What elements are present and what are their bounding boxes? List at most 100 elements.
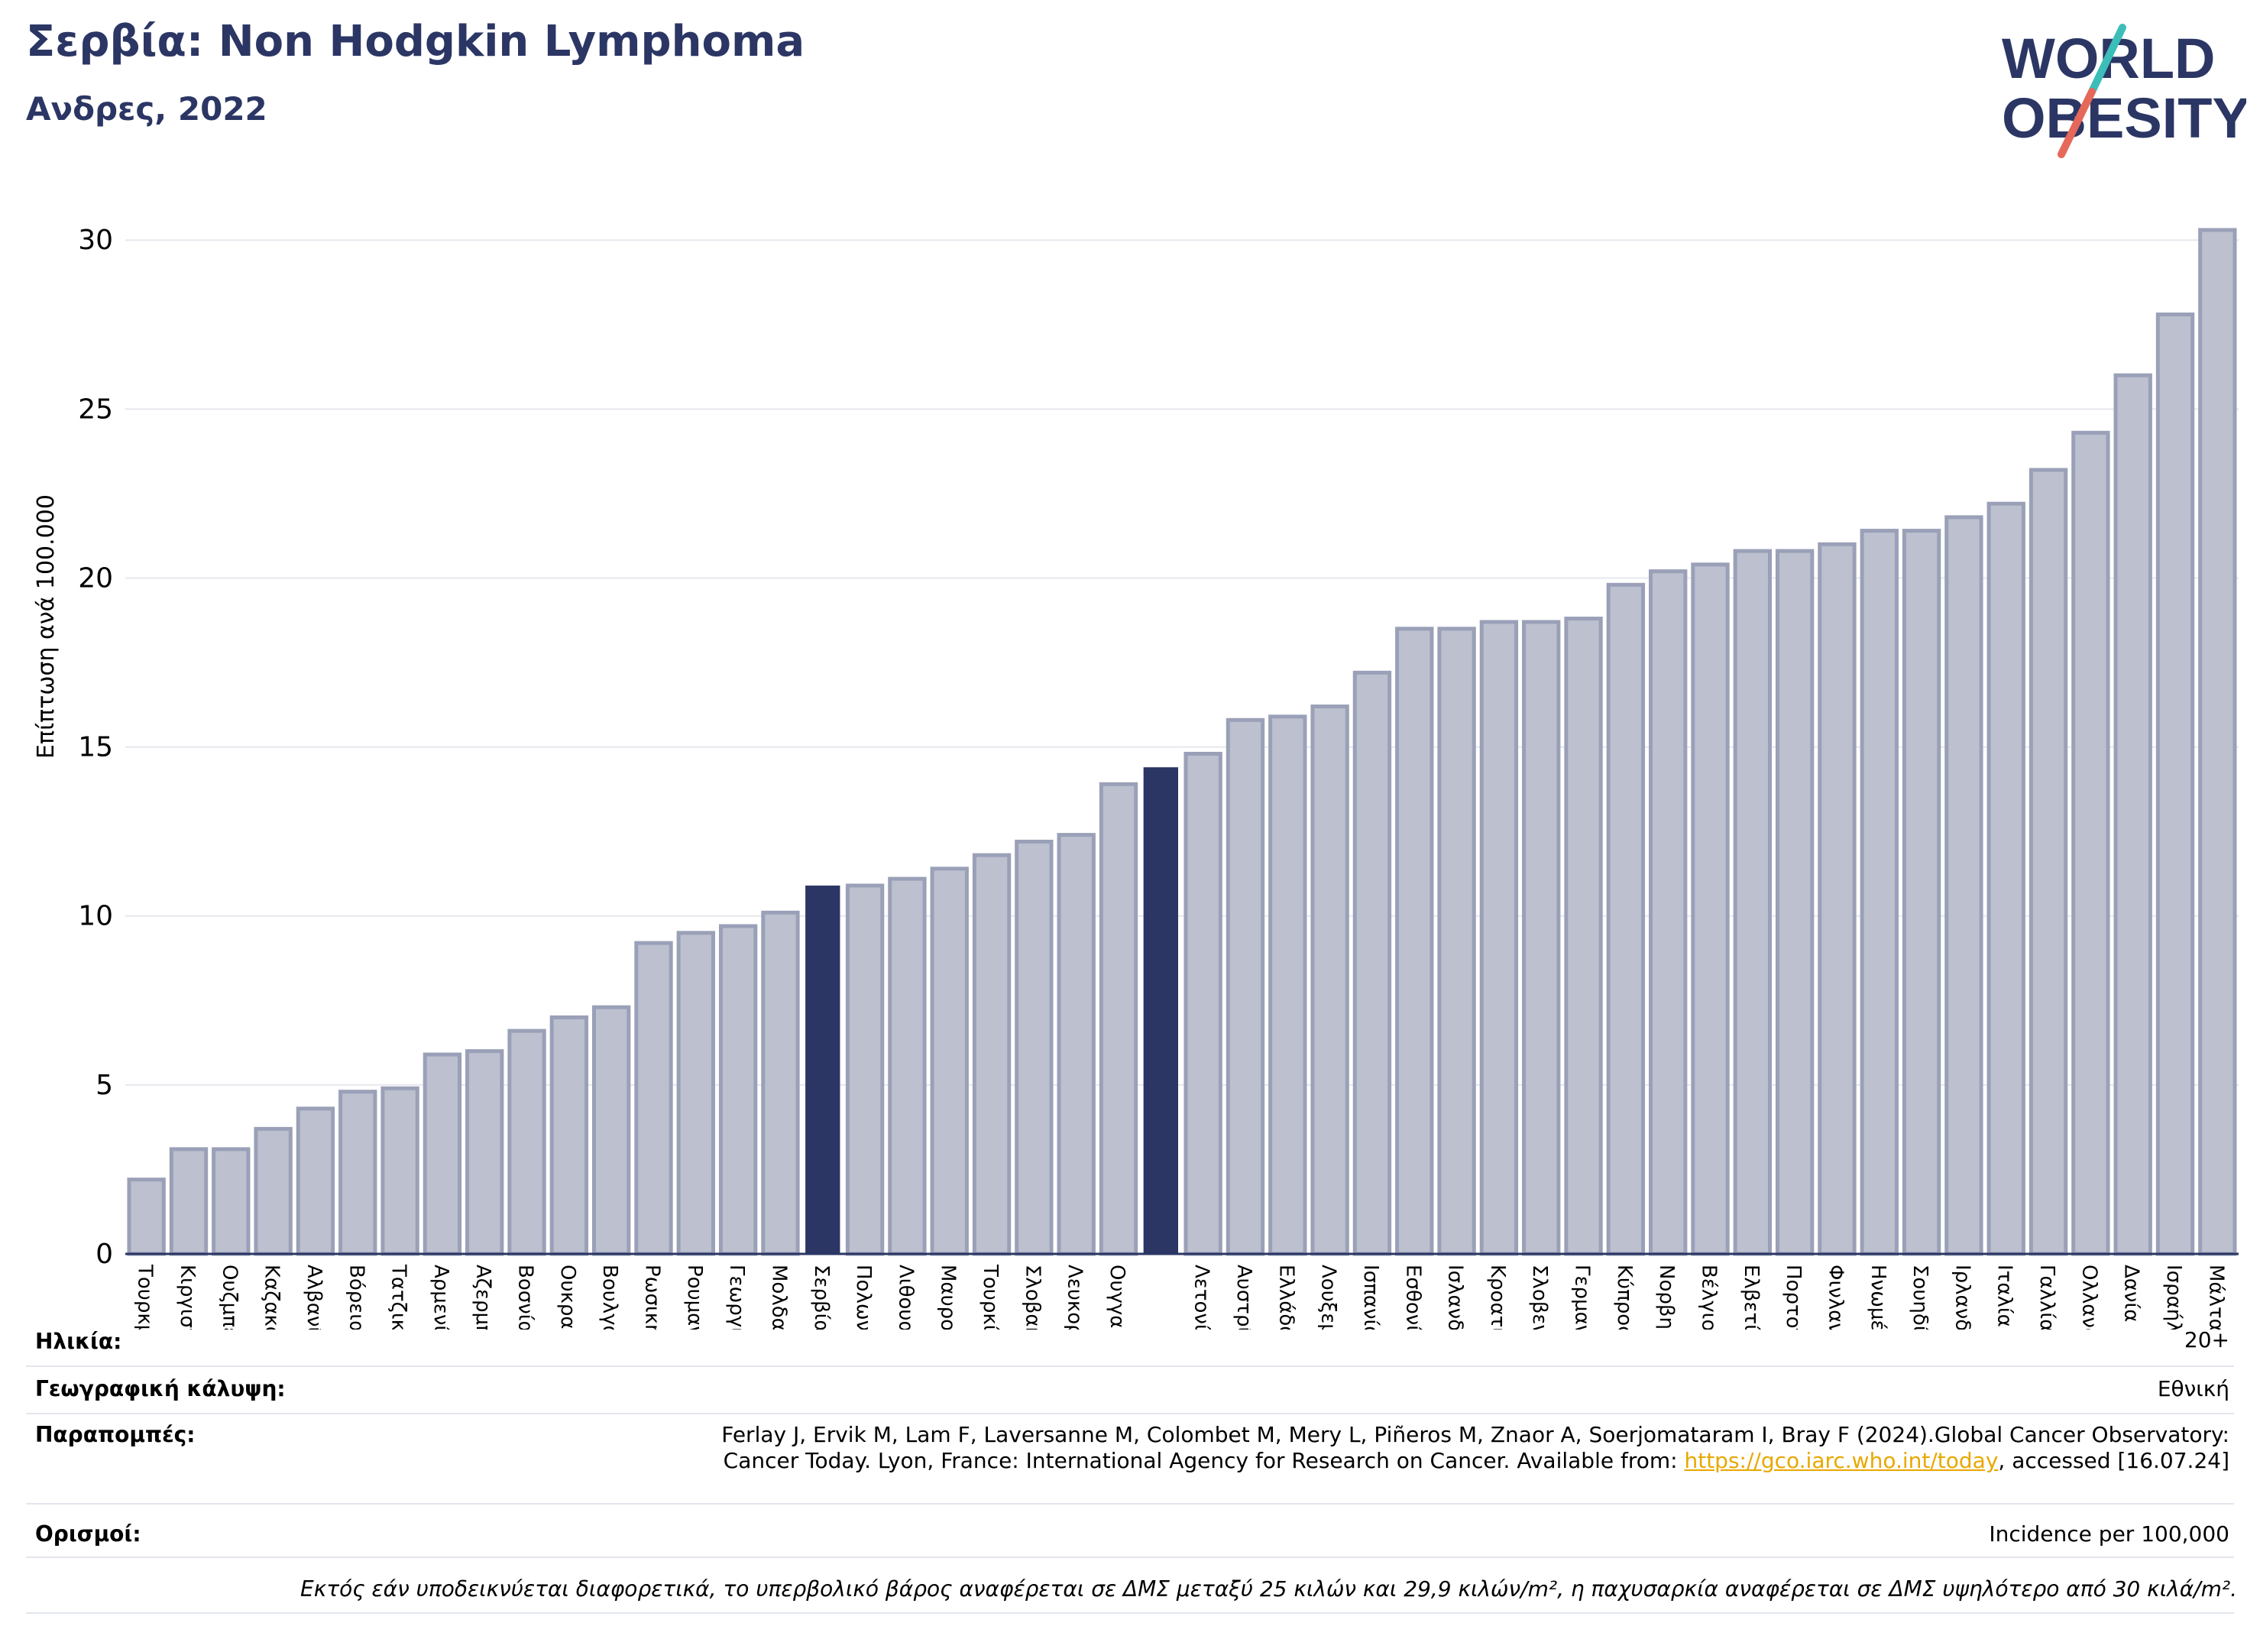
x-tick-label: Φινλανδία xyxy=(1824,1265,1847,1330)
bars xyxy=(127,228,2237,1256)
bar xyxy=(169,1147,209,1256)
x-tick-label: Σλοβενία xyxy=(1528,1265,1551,1330)
bar xyxy=(1902,529,1941,1256)
x-tick-label: Γερμανία xyxy=(1571,1265,1594,1330)
bar xyxy=(2028,468,2068,1256)
y-tick-labels: 0 5 10 15 20 25 30 xyxy=(78,225,113,1270)
logo-slash-teal xyxy=(2088,24,2126,96)
bar xyxy=(718,924,758,1256)
bar xyxy=(1143,767,1179,1254)
x-tick-label: Ελβετία xyxy=(1740,1265,1763,1330)
accessed-date: , accessed [16.07.24] xyxy=(1998,1448,2229,1473)
bar xyxy=(380,1086,419,1256)
bar xyxy=(1226,717,1265,1256)
x-tick-label: Νορβηγία xyxy=(1655,1265,1678,1330)
x-tick-label: Ουγγαρία xyxy=(1106,1265,1128,1330)
x-tick-label: Σερβία xyxy=(810,1265,833,1330)
bar xyxy=(972,853,1012,1256)
gco-link[interactable]: https://gco.iarc.who.int/today xyxy=(1684,1448,1999,1473)
x-tick-label: Μάλτα xyxy=(2204,1265,2227,1330)
bar xyxy=(930,866,969,1256)
coverage-value: Εθνική xyxy=(2157,1376,2229,1401)
bar xyxy=(1691,562,1730,1256)
bar xyxy=(1944,515,1983,1256)
bar xyxy=(1015,839,1054,1256)
bar xyxy=(1437,627,1476,1256)
bar xyxy=(338,1090,377,1256)
bar xyxy=(507,1028,546,1256)
references-line-1: Ferlay J, Ervik M, Lam F, Laversanne M, … xyxy=(721,1422,2229,1447)
bar xyxy=(2155,313,2195,1256)
chart-title: Σερβία: Non Hodgkin Lymphoma xyxy=(26,17,805,66)
definitions-value: Incidence per 100,000 xyxy=(1989,1521,2229,1547)
footnote: Εκτός εάν υποδεικνύεται διαφορετικά, το … xyxy=(300,1576,2237,1602)
x-tick-label: Γεωργία xyxy=(725,1265,748,1330)
bar xyxy=(1183,751,1222,1256)
bar xyxy=(212,1147,251,1256)
bar-chart: 0 5 10 15 20 25 30 Τουρκμενιστάν Κιργιστάν Ουζμπ… xyxy=(33,225,2239,1330)
x-tick-label: Ουκρανία xyxy=(556,1265,579,1330)
x-tick-label: Ηνωμένο Βασίλειο xyxy=(1867,1265,1889,1330)
bar xyxy=(1099,782,1138,1256)
x-tick-label: Μαυροβούνιο xyxy=(937,1265,960,1330)
bar xyxy=(423,1052,462,1256)
meta-row-references: Παραπομπές: Ferlay J, Ervik M, Lam F, La… xyxy=(26,1413,2234,1505)
bar xyxy=(634,941,673,1256)
x-tick-labels: Τουρκμενιστάν Κιργιστάν Ουζμπεκιστάν Καζακσ… xyxy=(134,1264,2228,1330)
bar xyxy=(2071,430,2110,1256)
x-tick-label: Σλοβακία xyxy=(1021,1265,1044,1330)
world-obesity-logo: WORLD OBESITY xyxy=(2002,24,2246,158)
age-label: Ηλικία: xyxy=(35,1329,122,1354)
y-tick-label: 30 xyxy=(78,225,113,256)
chart-subtitle: Ανδρες, 2022 xyxy=(26,90,267,128)
bar xyxy=(845,883,885,1256)
x-tick-label: Μολδαβία xyxy=(767,1265,790,1330)
bar xyxy=(1268,714,1307,1256)
bar xyxy=(465,1049,504,1256)
bar xyxy=(1522,620,1561,1256)
y-tick-label: 5 xyxy=(96,1070,113,1101)
x-tick-label: Βέλγιο xyxy=(1698,1265,1721,1330)
bar xyxy=(591,1005,631,1256)
bar xyxy=(888,876,927,1256)
bar xyxy=(761,910,800,1256)
bar xyxy=(2198,228,2237,1256)
x-tick-label: Βοσνία και Ερζεγοβίνη xyxy=(514,1265,537,1330)
x-tick-label: Λετονία xyxy=(1190,1265,1213,1330)
bar xyxy=(127,1177,166,1256)
x-tick-label: Ουζμπεκιστάν xyxy=(218,1265,241,1330)
x-tick-label: Αυστρία xyxy=(1232,1265,1255,1330)
bar xyxy=(1057,833,1096,1256)
meta-row-age: Ηλικία: 20+ xyxy=(26,1318,2234,1367)
references-text: Cancer Today. Lyon, France: Internationa… xyxy=(723,1448,1685,1473)
y-tick-label: 15 xyxy=(78,732,113,763)
bar xyxy=(1310,705,1349,1256)
x-tick-label: Εσθονία xyxy=(1401,1265,1424,1330)
bar xyxy=(1352,670,1392,1256)
x-tick-label: Ρουμανία xyxy=(683,1265,706,1330)
logo-text-obesity: OBESITY xyxy=(2002,86,2246,150)
age-value: 20+ xyxy=(2184,1327,2229,1352)
coverage-label: Γεωγραφική κάλυψη: xyxy=(35,1376,286,1401)
references-value: Ferlay J, Ervik M, Lam F, Laversanne M, … xyxy=(721,1422,2229,1474)
bar xyxy=(1733,549,1773,1256)
bar xyxy=(1775,549,1815,1256)
y-tick-label: 0 xyxy=(96,1239,113,1270)
x-tick-label: Κύπρος xyxy=(1613,1265,1636,1330)
x-tick-label: Λιθουανία xyxy=(894,1265,917,1330)
x-tick-label: Πορτογαλία xyxy=(1782,1265,1805,1330)
x-tick-label: Δανία xyxy=(2120,1265,2143,1322)
x-tick-label: Λουξεμβούργο xyxy=(1317,1265,1340,1330)
bar xyxy=(254,1126,293,1256)
x-tick-label: Ισλανδία xyxy=(1444,1265,1467,1330)
bar xyxy=(296,1106,335,1256)
x-tick-label: Ρωσική Ομοσπονδία xyxy=(641,1265,664,1330)
bar xyxy=(1986,501,2025,1256)
bar xyxy=(1648,569,1688,1256)
x-tick-label: Πολωνία xyxy=(852,1265,875,1330)
y-tick-label: 10 xyxy=(78,901,113,932)
y-tick-label: 20 xyxy=(78,562,113,594)
x-tick-label: Αζερμπαϊτζάν xyxy=(471,1265,494,1330)
y-tick-label: 25 xyxy=(78,394,113,425)
bar xyxy=(2113,373,2152,1256)
